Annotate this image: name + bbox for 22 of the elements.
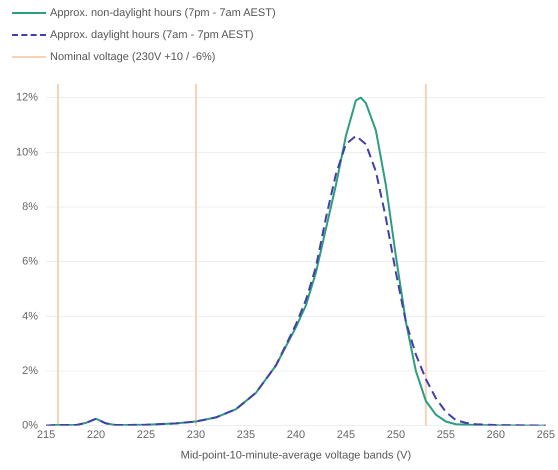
- x-tick-label: 245: [336, 429, 356, 442]
- x-tick-label: 255: [436, 429, 456, 442]
- legend-label: Approx. non-daylight hours (7pm - 7am AEST): [50, 7, 276, 19]
- x-axis-title: Mid-point-10-minute-average voltage bands (V): [180, 449, 412, 462]
- y-tick-label: 6%: [22, 256, 38, 268]
- x-tick-label: 220: [86, 429, 106, 442]
- x-tick-label: 235: [236, 429, 256, 442]
- x-tick-label: 260: [486, 429, 506, 442]
- y-tick-label: 2%: [22, 364, 38, 377]
- x-tick-label: 265: [536, 429, 556, 442]
- y-tick-label: 8%: [22, 201, 38, 214]
- y-tick-label: 0%: [22, 420, 38, 432]
- x-tick-label: 240: [286, 429, 306, 442]
- legend-label: Approx. daylight hours (7am - 7pm AEST): [50, 29, 254, 41]
- x-tick-label: 230: [186, 429, 206, 442]
- x-tick-label: 250: [386, 429, 406, 442]
- y-tick-label: 12%: [16, 92, 38, 104]
- legend-label: Nominal voltage (230V +10 / -6%): [50, 51, 216, 63]
- y-tick-label: 10%: [16, 146, 38, 158]
- x-tick-label: 225: [136, 429, 156, 442]
- x-tick-label: 215: [36, 429, 56, 442]
- y-tick-label: 4%: [22, 310, 38, 322]
